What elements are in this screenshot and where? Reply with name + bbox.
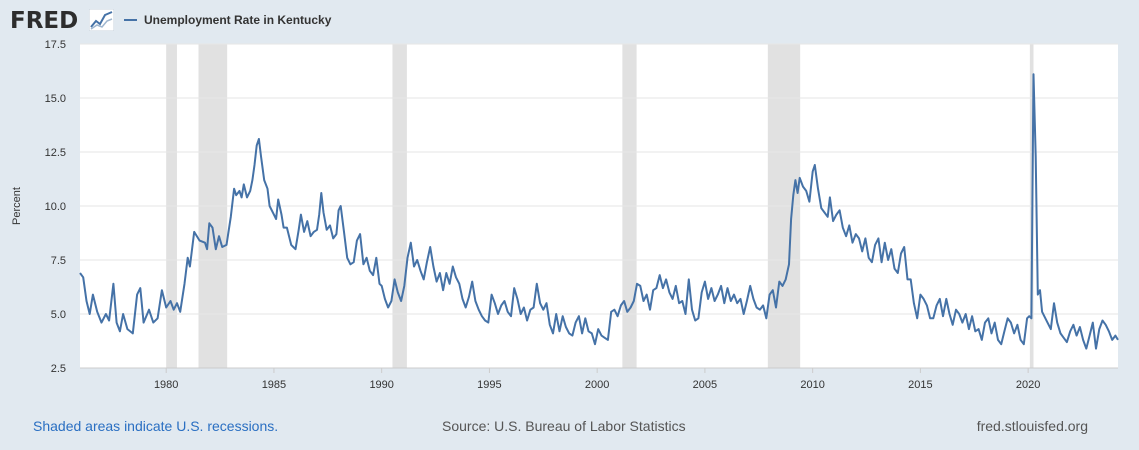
x-tick-label: 2020 bbox=[1016, 379, 1040, 391]
y-axis-label: Percent bbox=[11, 187, 23, 225]
recession-note-link[interactable]: Shaded areas indicate U.S. recessions. bbox=[33, 418, 279, 434]
x-tick-label: 1995 bbox=[477, 379, 501, 391]
fred-logo[interactable]: FRED bbox=[10, 8, 79, 34]
source-credit: Source: U.S. Bureau of Labor Statistics bbox=[442, 418, 686, 434]
series-line-unemployment-kentucky[interactable] bbox=[79, 73, 1119, 350]
x-tick-label: 2000 bbox=[585, 379, 609, 391]
y-tick-label: 17.5 bbox=[45, 39, 66, 51]
x-tick-label: 1980 bbox=[154, 379, 178, 391]
y-tick-label: 15.0 bbox=[45, 93, 66, 105]
x-tick-label: 2005 bbox=[693, 379, 717, 391]
x-tick-label: 2010 bbox=[800, 379, 824, 391]
chart-footer: Shaded areas indicate U.S. recessions. S… bbox=[0, 414, 1139, 438]
x-tick-label: 2015 bbox=[908, 379, 932, 391]
y-tick-label: 10.0 bbox=[45, 201, 66, 213]
x-axis-tick-labels: 1980 1985 1990 1995 2000 2005 2010 2015 2020 bbox=[80, 367, 1118, 391]
site-link[interactable]: fred.stlouisfed.org bbox=[976, 418, 1088, 434]
chart-header: FRED Unemployment Rate in Kentucky bbox=[0, 0, 1139, 40]
legend-label: Unemployment Rate in Kentucky bbox=[144, 13, 332, 27]
line-chart-icon bbox=[89, 9, 114, 31]
x-tick-label: 1985 bbox=[262, 379, 286, 391]
y-tick-label: 12.5 bbox=[45, 147, 66, 159]
legend-swatch bbox=[124, 19, 137, 21]
y-tick-label: 7.5 bbox=[51, 255, 66, 267]
x-tick-label: 1990 bbox=[369, 379, 393, 391]
y-tick-label: 2.5 bbox=[51, 363, 66, 375]
unemployment-chart[interactable]: 2.55.07.510.012.515.017.5 1980 1985 1990 19… bbox=[0, 36, 1139, 406]
y-tick-label: 5.0 bbox=[51, 309, 66, 321]
y-axis-tick-labels: 2.5 5.0 7.5 10.0 12.5 15.0 17.5 bbox=[45, 39, 66, 375]
